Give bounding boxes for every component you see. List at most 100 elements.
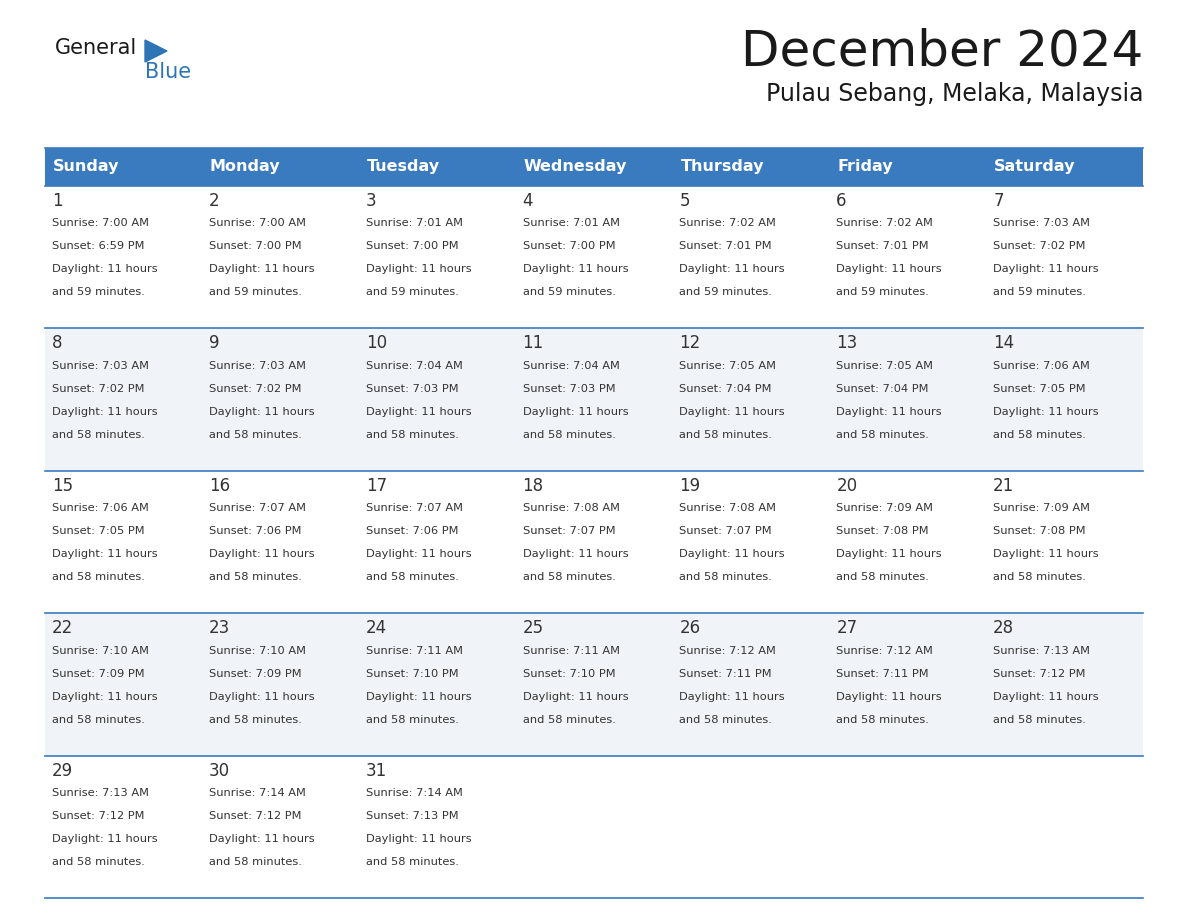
Text: Sunset: 7:00 PM: Sunset: 7:00 PM [209, 241, 302, 252]
FancyBboxPatch shape [672, 148, 829, 186]
Text: General: General [55, 38, 138, 58]
Text: Sunrise: 7:14 AM: Sunrise: 7:14 AM [366, 788, 462, 798]
Text: Sunrise: 7:07 AM: Sunrise: 7:07 AM [366, 503, 462, 513]
Text: and 58 minutes.: and 58 minutes. [993, 430, 1086, 440]
Text: Sunrise: 7:11 AM: Sunrise: 7:11 AM [523, 645, 620, 655]
Text: Sunset: 7:11 PM: Sunset: 7:11 PM [680, 668, 772, 678]
Text: 16: 16 [209, 476, 230, 495]
Text: and 58 minutes.: and 58 minutes. [209, 856, 302, 867]
FancyBboxPatch shape [45, 186, 1143, 329]
Text: Sunrise: 7:07 AM: Sunrise: 7:07 AM [209, 503, 305, 513]
FancyBboxPatch shape [45, 329, 1143, 471]
Text: Daylight: 11 hours: Daylight: 11 hours [52, 834, 158, 844]
Text: Sunrise: 7:02 AM: Sunrise: 7:02 AM [680, 218, 776, 229]
Text: Daylight: 11 hours: Daylight: 11 hours [836, 691, 942, 701]
Text: Sunrise: 7:10 AM: Sunrise: 7:10 AM [209, 645, 305, 655]
Text: Daylight: 11 hours: Daylight: 11 hours [366, 549, 472, 559]
Text: Sunrise: 7:14 AM: Sunrise: 7:14 AM [209, 788, 305, 798]
Text: Daylight: 11 hours: Daylight: 11 hours [680, 549, 785, 559]
Text: Daylight: 11 hours: Daylight: 11 hours [836, 549, 942, 559]
Text: Daylight: 11 hours: Daylight: 11 hours [209, 691, 315, 701]
Text: 18: 18 [523, 476, 544, 495]
Text: Sunset: 7:12 PM: Sunset: 7:12 PM [209, 811, 302, 821]
Text: Sunrise: 7:04 AM: Sunrise: 7:04 AM [523, 361, 619, 371]
Text: Sunset: 7:01 PM: Sunset: 7:01 PM [680, 241, 772, 252]
FancyBboxPatch shape [45, 148, 202, 186]
Text: 8: 8 [52, 334, 63, 353]
Text: Sunrise: 7:00 AM: Sunrise: 7:00 AM [209, 218, 305, 229]
Text: 19: 19 [680, 476, 701, 495]
Text: Sunset: 7:03 PM: Sunset: 7:03 PM [366, 384, 459, 394]
Text: Sunset: 7:05 PM: Sunset: 7:05 PM [52, 526, 145, 536]
Text: Sunset: 7:11 PM: Sunset: 7:11 PM [836, 668, 929, 678]
Text: 30: 30 [209, 762, 230, 779]
Text: Sunset: 7:07 PM: Sunset: 7:07 PM [523, 526, 615, 536]
Text: 4: 4 [523, 192, 533, 210]
FancyBboxPatch shape [45, 613, 1143, 756]
Text: Daylight: 11 hours: Daylight: 11 hours [209, 834, 315, 844]
Text: Sunset: 7:06 PM: Sunset: 7:06 PM [366, 526, 459, 536]
Text: 17: 17 [366, 476, 387, 495]
Text: and 58 minutes.: and 58 minutes. [209, 714, 302, 724]
Text: Daylight: 11 hours: Daylight: 11 hours [366, 407, 472, 417]
Text: Sunset: 7:07 PM: Sunset: 7:07 PM [680, 526, 772, 536]
Text: Sunrise: 7:09 AM: Sunrise: 7:09 AM [993, 503, 1091, 513]
Text: Daylight: 11 hours: Daylight: 11 hours [993, 549, 1099, 559]
Text: Sunrise: 7:13 AM: Sunrise: 7:13 AM [52, 788, 148, 798]
Text: Sunset: 7:03 PM: Sunset: 7:03 PM [523, 384, 615, 394]
Text: and 58 minutes.: and 58 minutes. [209, 430, 302, 440]
Text: 22: 22 [52, 620, 74, 637]
Text: Daylight: 11 hours: Daylight: 11 hours [523, 691, 628, 701]
Text: Daylight: 11 hours: Daylight: 11 hours [52, 549, 158, 559]
Text: Sunset: 7:12 PM: Sunset: 7:12 PM [52, 811, 145, 821]
Text: Daylight: 11 hours: Daylight: 11 hours [993, 691, 1099, 701]
Text: 21: 21 [993, 476, 1015, 495]
Text: and 59 minutes.: and 59 minutes. [52, 287, 145, 297]
Text: Daylight: 11 hours: Daylight: 11 hours [680, 264, 785, 274]
Text: 6: 6 [836, 192, 847, 210]
Text: 31: 31 [366, 762, 387, 779]
Text: Daylight: 11 hours: Daylight: 11 hours [366, 691, 472, 701]
Text: 9: 9 [209, 334, 220, 353]
Text: and 58 minutes.: and 58 minutes. [993, 572, 1086, 582]
Text: 12: 12 [680, 334, 701, 353]
Text: 23: 23 [209, 620, 230, 637]
Text: Sunrise: 7:10 AM: Sunrise: 7:10 AM [52, 645, 148, 655]
Text: 14: 14 [993, 334, 1015, 353]
Text: Sunset: 7:08 PM: Sunset: 7:08 PM [836, 526, 929, 536]
Text: and 58 minutes.: and 58 minutes. [680, 572, 772, 582]
FancyBboxPatch shape [45, 471, 1143, 613]
Text: 26: 26 [680, 620, 701, 637]
Text: and 58 minutes.: and 58 minutes. [523, 714, 615, 724]
Text: 29: 29 [52, 762, 74, 779]
Text: Tuesday: Tuesday [367, 160, 440, 174]
Text: Daylight: 11 hours: Daylight: 11 hours [836, 407, 942, 417]
Text: and 59 minutes.: and 59 minutes. [523, 287, 615, 297]
Text: Sunset: 7:02 PM: Sunset: 7:02 PM [52, 384, 145, 394]
Text: and 58 minutes.: and 58 minutes. [836, 572, 929, 582]
FancyBboxPatch shape [516, 148, 672, 186]
Text: Sunset: 7:10 PM: Sunset: 7:10 PM [366, 668, 459, 678]
Text: 5: 5 [680, 192, 690, 210]
Text: and 58 minutes.: and 58 minutes. [523, 572, 615, 582]
Text: 27: 27 [836, 620, 858, 637]
Text: Sunrise: 7:12 AM: Sunrise: 7:12 AM [680, 645, 776, 655]
Text: Sunrise: 7:06 AM: Sunrise: 7:06 AM [52, 503, 148, 513]
Text: Sunset: 7:09 PM: Sunset: 7:09 PM [209, 668, 302, 678]
Text: Daylight: 11 hours: Daylight: 11 hours [523, 264, 628, 274]
Text: Sunrise: 7:02 AM: Sunrise: 7:02 AM [836, 218, 933, 229]
Text: Sunrise: 7:05 AM: Sunrise: 7:05 AM [680, 361, 777, 371]
Text: Daylight: 11 hours: Daylight: 11 hours [52, 407, 158, 417]
Text: 1: 1 [52, 192, 63, 210]
Text: Sunrise: 7:00 AM: Sunrise: 7:00 AM [52, 218, 148, 229]
Text: and 58 minutes.: and 58 minutes. [836, 430, 929, 440]
Text: Sunrise: 7:05 AM: Sunrise: 7:05 AM [836, 361, 934, 371]
Text: Sunrise: 7:08 AM: Sunrise: 7:08 AM [523, 503, 620, 513]
Text: Sunrise: 7:01 AM: Sunrise: 7:01 AM [366, 218, 462, 229]
Text: Daylight: 11 hours: Daylight: 11 hours [993, 407, 1099, 417]
Text: Sunset: 7:09 PM: Sunset: 7:09 PM [52, 668, 145, 678]
FancyBboxPatch shape [986, 148, 1143, 186]
Text: Sunset: 7:00 PM: Sunset: 7:00 PM [523, 241, 615, 252]
FancyBboxPatch shape [359, 148, 516, 186]
Text: Friday: Friday [838, 160, 893, 174]
